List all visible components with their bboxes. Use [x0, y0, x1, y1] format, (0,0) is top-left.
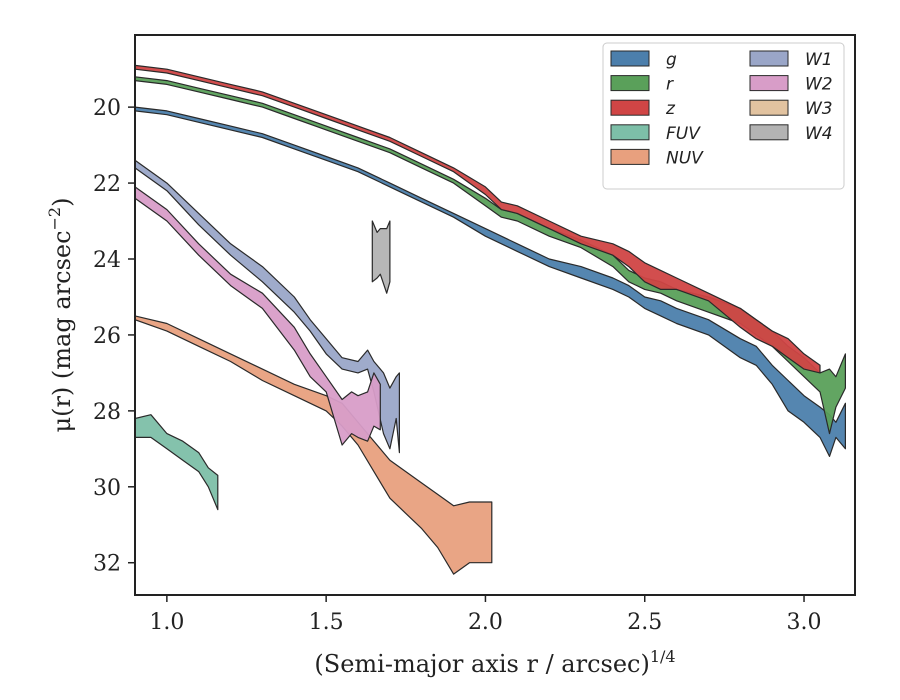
band-g — [135, 106, 847, 457]
x-tick-label: 3.0 — [787, 610, 822, 635]
band-z — [135, 64, 821, 374]
y-tick-label: 22 — [93, 172, 121, 197]
legend-swatch-w1 — [749, 50, 789, 67]
band-w4 — [371, 220, 391, 294]
y-axis-ticks: 20 22 24 26 28 30 32 — [93, 96, 135, 577]
legend-swatch-w4 — [749, 124, 789, 141]
x-tick-label: 1.5 — [309, 610, 344, 635]
legend-swatch-fuv — [610, 124, 650, 141]
legend-label-z: z — [665, 99, 676, 119]
plot-frame — [134, 34, 856, 596]
y-tick-label: 24 — [93, 248, 121, 273]
legend-label-w1: W1 — [805, 50, 833, 70]
y-axis-label: μ(r) (mag arcsec−2) — [45, 198, 76, 433]
legend: grz FUV NUV W1 W2 W3 W4 — [602, 42, 845, 190]
legend-label-g: g — [666, 50, 677, 70]
profile-bands — [135, 64, 847, 575]
legend-swatch-w2 — [749, 75, 789, 92]
y-tick-label: 26 — [93, 324, 121, 349]
y-tick-label: 30 — [93, 476, 121, 501]
legend-swatch-w3 — [749, 99, 789, 116]
legend-label-fuv: FUV — [666, 124, 701, 144]
legend-label-w4: W4 — [805, 124, 833, 144]
legend-swatch-nuv — [610, 148, 650, 165]
band-nuv — [135, 315, 493, 575]
band-w2 — [135, 186, 381, 446]
y-tick-label: 20 — [93, 96, 121, 121]
legend-label-nuv: NUV — [666, 148, 704, 168]
y-tick-label: 28 — [93, 400, 121, 425]
x-tick-label: 2.5 — [627, 610, 662, 635]
legend-label-w3: W3 — [805, 99, 833, 119]
band-fuv — [135, 414, 219, 511]
legend-swatch-z — [610, 99, 650, 116]
legend-swatch-g — [610, 50, 650, 67]
x-axis-ticks: 1.0 1.5 2.0 2.5 3.0 — [149, 595, 822, 635]
x-axis-label: (Semi-major axis r / arcsec)1/4 — [314, 647, 675, 678]
band-w1 — [135, 159, 400, 454]
legend-swatch-r — [610, 75, 650, 92]
x-tick-label: 1.0 — [149, 610, 184, 635]
y-tick-label: 32 — [93, 552, 121, 577]
legend-label-r: r — [666, 75, 674, 95]
x-tick-label: 2.0 — [468, 610, 503, 635]
legend-label-w2: W2 — [805, 75, 833, 95]
band-r — [135, 76, 847, 435]
